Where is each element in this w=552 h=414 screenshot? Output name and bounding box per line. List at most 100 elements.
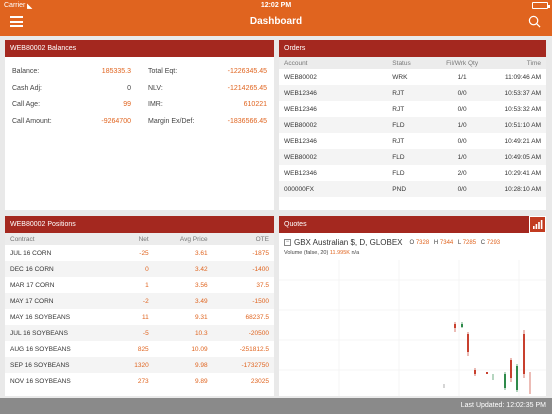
position-contract: MAY 17 CORN	[5, 293, 116, 309]
quotes-panel: Quotes − GBX Australian $, D, GLOBEX O 7…	[279, 216, 546, 396]
position-ote: -1732750	[212, 357, 274, 373]
order-time: 10:51:10 AM	[488, 117, 546, 133]
order-qty: 0/0	[435, 85, 489, 101]
wifi-icon: ◣	[27, 3, 33, 10]
position-ote: -251812.5	[239, 345, 269, 353]
position-net: 11	[141, 313, 149, 321]
collapse-icon[interactable]: −	[284, 239, 291, 246]
position-contract: MAR 17 CORN	[10, 281, 55, 289]
position-row[interactable]: JUL 16 CORN -25 3.61 -1875	[5, 245, 274, 261]
balance-label: Call Amount:	[12, 118, 52, 125]
balance-label: Margin Ex/Def:	[148, 118, 195, 125]
order-row[interactable]: WEB80002 FLD 1/0 10:51:10 AM	[279, 117, 546, 133]
order-status: FLD	[332, 117, 436, 133]
orders-title: Orders	[279, 40, 546, 57]
quotes-title: Quotes	[279, 216, 546, 233]
balance-label: IMR:	[148, 101, 163, 108]
page-title: Dashboard	[249, 16, 303, 27]
order-row[interactable]: WEB12346 FLD 2/0 10:29:41 AM	[279, 165, 546, 181]
balance-value: -1226345.45	[227, 68, 267, 75]
order-account: WEB12346	[279, 85, 333, 101]
order-status: RJT	[392, 105, 405, 113]
order-qty: 1/0	[435, 149, 489, 165]
status-bar: Carrier ◣ 12:02 PM	[0, 0, 552, 12]
ohlc-values: O 7328 H 7344 L 7285 C 7293	[409, 239, 501, 246]
col-status: Status	[332, 57, 436, 69]
order-row[interactable]: WEB12346 RJT 0/0 10:53:37 AM	[279, 85, 546, 101]
position-row[interactable]: MAY 17 CORN -2 3.49 -1500	[5, 293, 274, 309]
position-ote: 37.5	[256, 281, 269, 289]
position-row[interactable]: DEC 16 CORN 0 3.42 -1400	[5, 261, 274, 277]
col-account: Account	[279, 57, 333, 69]
order-row[interactable]: WEB12346 RJT 0/0 10:49:21 AM	[279, 133, 546, 149]
position-row[interactable]: AUG 16 SOYBEANS 825 10.09 -251812.5	[5, 341, 274, 357]
position-contract: SEP 16 SOYBEANS	[5, 357, 116, 373]
position-avg-price: 3.49	[153, 293, 213, 309]
order-row[interactable]: WEB80002 WRK 1/1 11:09:46 AM	[279, 69, 546, 85]
order-time: 10:29:41 AM	[504, 169, 542, 177]
balance-label: NLV:	[148, 85, 163, 92]
carrier-label: Carrier	[4, 2, 26, 9]
position-ote: -1400	[212, 261, 274, 277]
positions-panel: WEB80002 Positions Contract Net Avg Pric…	[5, 216, 274, 396]
order-account: WEB12346	[284, 169, 317, 177]
order-status: FLD	[332, 149, 436, 165]
balance-label: Balance:	[12, 68, 40, 75]
position-avg-price: 3.61	[194, 249, 208, 257]
position-contract: JUL 16 CORN	[10, 249, 52, 257]
order-account: 000000FX	[279, 181, 333, 197]
positions-title: WEB80002 Positions	[5, 216, 274, 233]
quotes-title-label: Quotes	[284, 221, 307, 228]
col-time: Time	[488, 57, 546, 69]
last-updated-text: Last Updated: 12:02:35 PM	[460, 402, 546, 409]
volume-na: n/a	[351, 250, 360, 256]
battery-icon	[532, 2, 550, 9]
order-row[interactable]: WEB80002 FLD 1/0 10:49:05 AM	[279, 149, 546, 165]
position-avg-price: 9.89	[194, 377, 208, 385]
order-time: 10:53:37 AM	[488, 85, 546, 101]
order-status: RJT	[332, 85, 436, 101]
order-account: WEB80002	[279, 149, 333, 165]
balance-value: -1836566.45	[227, 118, 267, 125]
col-contract: Contract	[5, 233, 116, 245]
status-time: 12:02 PM	[260, 2, 292, 9]
orders-table: Account Status Fil/Wrk Qty Time WEB80002…	[279, 57, 546, 197]
position-row[interactable]: JUL 16 SOYBEANS -5 10.3 -20500	[5, 325, 274, 341]
position-row[interactable]: SEP 16 SOYBEANS 1320 9.98 -1732750	[5, 357, 274, 373]
app-header: Carrier ◣ 12:02 PM Dashboard	[0, 0, 552, 36]
position-ote: -1500	[212, 293, 274, 309]
position-row[interactable]: MAR 17 CORN 1 3.56 37.5	[5, 277, 274, 293]
position-contract: AUG 16 SOYBEANS	[10, 345, 71, 353]
position-net: 273	[137, 377, 149, 385]
position-avg-price: 9.98	[153, 357, 213, 373]
quote-symbol: GBX Australian $, D, GLOBEX	[294, 238, 403, 247]
position-contract: JUL 16 SOYBEANS	[5, 325, 116, 341]
balance-value: 0	[127, 85, 131, 92]
position-ote: -20500	[212, 325, 274, 341]
chart-icon[interactable]	[529, 216, 546, 233]
order-account: WEB80002	[284, 73, 317, 81]
order-row[interactable]: WEB12346 RJT 0/0 10:53:32 AM	[279, 101, 546, 117]
balances-title: WEB80002 Balances	[5, 40, 274, 57]
search-icon[interactable]	[528, 15, 541, 28]
order-qty: 1/0	[435, 117, 489, 133]
candles	[443, 322, 531, 394]
position-ote: 23025	[250, 377, 269, 385]
order-account: WEB80002	[279, 117, 333, 133]
order-status: RJT	[392, 137, 405, 145]
order-status: FLD	[392, 169, 405, 177]
balance-value: 99	[123, 101, 131, 108]
volume-line: Volume (false, 20) 11.995K n/a	[284, 250, 359, 256]
position-row[interactable]: MAY 16 SOYBEANS 11 9.31 68237.5	[5, 309, 274, 325]
order-row[interactable]: 000000FX PND 0/0 10:28:10 AM	[279, 181, 546, 197]
position-avg-price: 3.42	[153, 261, 213, 277]
col-ote: OTE	[212, 233, 274, 245]
balance-value: -9264700	[101, 118, 131, 125]
position-row[interactable]: NOV 16 SOYBEANS 273 9.89 23025	[5, 373, 274, 389]
balances-panel: WEB80002 Balances Balance: 185335.3 Cash A…	[5, 40, 274, 210]
col-qty: Fil/Wrk Qty	[435, 57, 489, 69]
col-avg-price: Avg Price	[153, 233, 213, 245]
menu-icon[interactable]	[10, 16, 23, 27]
price-chart[interactable]	[279, 260, 546, 396]
order-account: WEB12346	[284, 105, 317, 113]
